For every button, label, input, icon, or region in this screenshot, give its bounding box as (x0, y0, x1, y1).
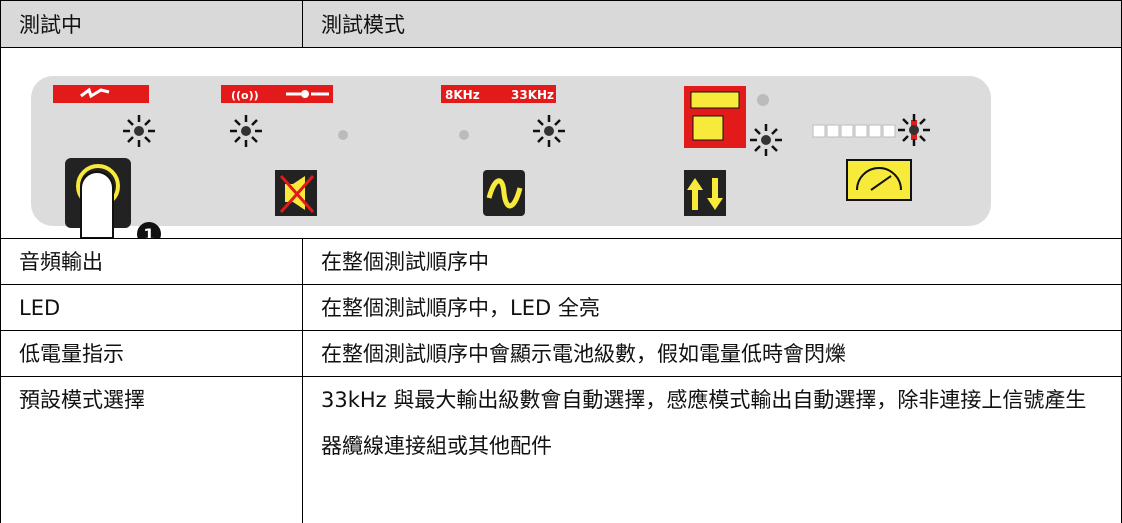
panel-label: 8KHz (445, 88, 480, 102)
panel-illustration: ((o)) 8KHz 33KHz 1 (31, 76, 991, 238)
led-label (441, 85, 556, 103)
badge: 1 (143, 225, 154, 238)
header-cell: 測試中 (0, 0, 303, 48)
row-value: 在整個測試順序中，LED 全亮 (302, 284, 1122, 331)
led-label (221, 85, 333, 103)
svg-text:((o)): ((o)) (231, 89, 259, 102)
button-icon (684, 170, 726, 216)
button-icon (846, 159, 912, 201)
row-label: 低電量指示 (0, 330, 303, 377)
row-value: 在整個測試順序中 (302, 238, 1122, 285)
panel-body (31, 76, 991, 226)
row-label: 預設模式選擇 (0, 376, 303, 523)
row-value: 在整個測試順序中會顯示電池級數，假如電量低時會閃爍 (302, 330, 1122, 377)
row-label: 音頻輸出 (0, 238, 303, 285)
panel-label: 33KHz (511, 88, 554, 102)
led-label (53, 85, 149, 103)
header-cell: 測試模式 (302, 0, 1122, 48)
panel-cell: ((o)) 8KHz 33KHz 1 (0, 47, 1122, 239)
row-value: 33kHz 與最大輸出級數會自動選擇，感應模式輸出自動選擇，除非連接上信號產生器… (302, 376, 1122, 523)
row-label: LED (0, 284, 303, 331)
